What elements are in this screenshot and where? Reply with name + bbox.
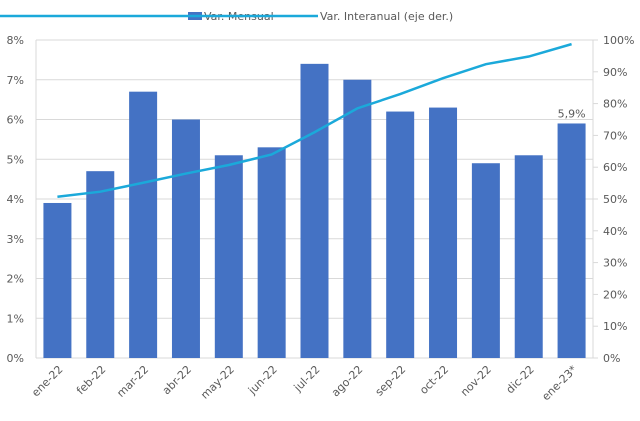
left-tick-label: 4%	[7, 193, 24, 206]
left-tick-label: 6%	[7, 114, 24, 127]
left-tick-label: 0%	[7, 352, 24, 365]
legend-label-interanual: Var. Interanual (eje der.)	[320, 10, 453, 23]
x-tick-label: ago-22	[329, 363, 366, 400]
bar-jul-22	[300, 63, 329, 358]
x-tick-label: ene-23*	[539, 363, 580, 404]
left-tick-label: 3%	[7, 233, 24, 246]
interanual-line	[57, 42, 572, 199]
right-tick-label: 40%	[603, 225, 627, 238]
right-tick-label: 70%	[603, 129, 627, 142]
bar-jun-22	[257, 147, 286, 358]
bar-feb-22	[86, 171, 115, 358]
bar-oct-22	[429, 107, 458, 358]
bar-ene-23*	[557, 123, 586, 358]
bar-mar-22	[129, 91, 158, 359]
x-tick-label: ene-22	[29, 363, 65, 399]
right-tick-label: 10%	[603, 320, 627, 333]
x-tick-label: abr-22	[160, 363, 194, 397]
bar-nov-22	[471, 163, 500, 358]
x-tick-label: jun-22	[245, 363, 280, 398]
bar-ene-22	[43, 202, 72, 358]
x-tick-label: nov-22	[458, 363, 494, 399]
data-label: 5,9%	[558, 107, 586, 120]
left-tick-label: 7%	[7, 74, 24, 87]
right-tick-label: 20%	[603, 288, 627, 301]
left-tick-label: 1%	[7, 312, 24, 325]
right-tick-label: 30%	[603, 257, 627, 270]
bar-may-22	[214, 155, 243, 358]
x-tick-label: sep-22	[373, 363, 409, 399]
x-tick-label: feb-22	[74, 363, 108, 397]
right-tick-label: 90%	[603, 66, 627, 79]
left-tick-label: 2%	[7, 273, 24, 286]
x-tick-label: oct-22	[417, 363, 451, 397]
left-tick-label: 5%	[7, 153, 24, 166]
x-tick-label: may-22	[198, 363, 237, 402]
x-tick-label: dic-22	[504, 363, 537, 396]
right-tick-label: 80%	[603, 98, 627, 111]
bar-dic-22	[514, 155, 543, 358]
right-tick-label: 100%	[603, 34, 634, 47]
bar-ago-22	[343, 79, 372, 358]
bar-abr-22	[171, 119, 200, 358]
right-tick-label: 50%	[603, 193, 627, 206]
right-tick-label: 60%	[603, 161, 627, 174]
bar-sep-22	[386, 111, 415, 358]
x-tick-label: mar-22	[114, 363, 151, 400]
x-tick-label: jul-22	[291, 363, 323, 395]
legend: Var. Mensual Var. Interanual (eje der.)	[0, 10, 453, 23]
right-tick-label: 0%	[603, 352, 620, 365]
left-tick-label: 8%	[7, 34, 24, 47]
